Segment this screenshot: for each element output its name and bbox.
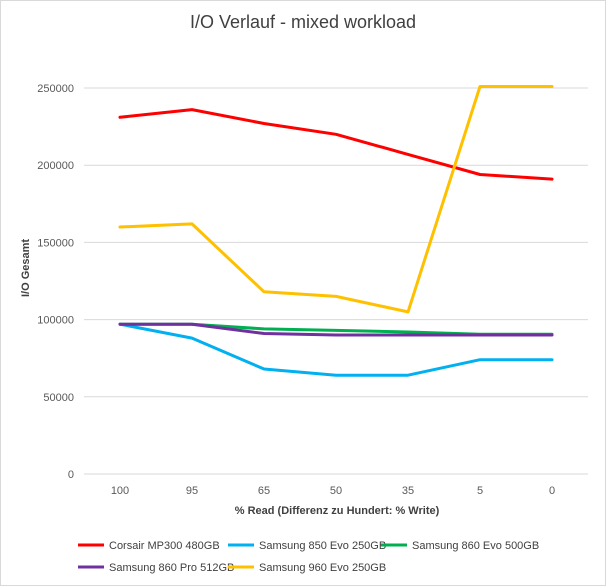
x-axis-ticks: 100 95 65 50 35 5 0 [111, 485, 555, 497]
y-tick-label: 100000 [37, 315, 74, 327]
legend-item: Samsung 860 Evo 500GB [381, 540, 539, 552]
legend-label: Samsung 860 Evo 500GB [412, 540, 539, 552]
legend-item: Samsung 850 Evo 250GB [228, 540, 386, 552]
y-tick-label: 50000 [43, 392, 74, 404]
gridlines [84, 87, 588, 475]
legend: Corsair MP300 480GB Samsung 850 Evo 250GB… [78, 540, 539, 574]
x-tick-label: 0 [549, 485, 555, 497]
legend-label: Samsung 860 Pro 512GB [109, 562, 234, 574]
x-tick-label: 65 [258, 485, 270, 497]
chart-title: I/O Verlauf - mixed workload [190, 12, 416, 32]
x-tick-label: 95 [186, 485, 198, 497]
x-tick-label: 100 [111, 485, 129, 497]
x-axis-label: % Read (Differenz zu Hundert: % Write) [235, 505, 440, 517]
series-line-3 [118, 322, 554, 337]
x-tick-label: 35 [402, 485, 414, 497]
legend-item: Corsair MP300 480GB [78, 540, 220, 552]
legend-label: Samsung 960 Evo 250GB [259, 562, 386, 574]
legend-item: Samsung 860 Pro 512GB [78, 562, 234, 574]
legend-label: Samsung 850 Evo 250GB [259, 540, 386, 552]
series-line-1 [118, 322, 554, 377]
series-line-4 [118, 85, 554, 314]
x-tick-label: 50 [330, 485, 342, 497]
legend-item: Samsung 960 Evo 250GB [228, 562, 386, 574]
series-line-0 [118, 108, 554, 181]
x-tick-label: 5 [477, 485, 483, 497]
series-line-2 [118, 322, 554, 336]
y-tick-label: 150000 [37, 237, 74, 249]
y-axis-ticks: 0 50000 100000 150000 200000 250000 [37, 83, 74, 481]
y-tick-label: 200000 [37, 160, 74, 172]
y-tick-label: 0 [68, 469, 74, 481]
y-tick-label: 250000 [37, 83, 74, 95]
series-lines [118, 85, 554, 377]
legend-label: Corsair MP300 480GB [109, 540, 220, 552]
y-axis-label: I/O Gesamt [20, 239, 32, 297]
